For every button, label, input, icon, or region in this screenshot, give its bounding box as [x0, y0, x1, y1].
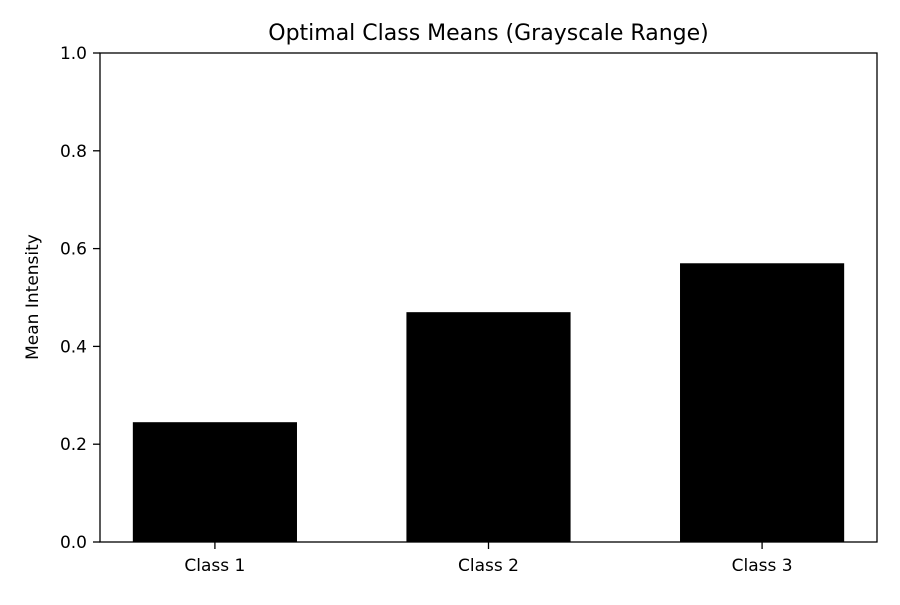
y-tick-label: 0.6 [60, 240, 87, 260]
y-tick-label: 0.4 [60, 337, 87, 357]
y-axis-ticks: 0.0 0.2 0.4 0.6 0.8 1.0 [60, 44, 100, 553]
bar-class-2 [406, 312, 571, 542]
y-axis-label: Mean Intensity [23, 234, 43, 360]
bars-group [132, 263, 845, 542]
x-axis-ticks: Class 1 Class 2 Class 3 [184, 542, 793, 576]
y-tick-label: 0.8 [60, 142, 87, 162]
y-tick-label: 0.0 [60, 533, 87, 553]
x-tick-label: Class 2 [458, 556, 519, 576]
plot-frame [99, 52, 878, 543]
y-tick-label: 0.2 [60, 435, 87, 455]
x-tick-label: Class 3 [732, 556, 793, 576]
x-tick-label: Class 1 [184, 556, 245, 576]
bar-class-1 [132, 422, 297, 542]
y-tick-label: 1.0 [60, 44, 87, 64]
bar-class-3 [680, 263, 845, 542]
chart-title: Optimal Class Means (Grayscale Range) [268, 21, 708, 46]
